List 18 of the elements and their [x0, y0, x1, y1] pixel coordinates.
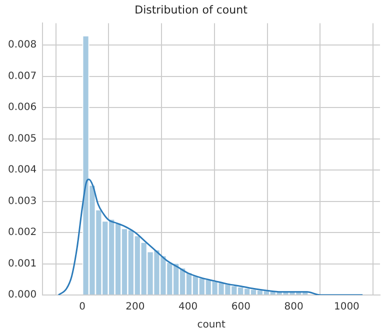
y-tick-label: 0.004	[8, 164, 37, 176]
y-tick-label: 0.006	[8, 102, 37, 114]
x-tick-label: 200	[126, 302, 145, 313]
y-tick-label: 0.005	[8, 133, 37, 144]
y-tick-label: 0.007	[8, 70, 37, 82]
x-tick-label: 600	[231, 302, 250, 313]
line-series	[58, 178, 364, 295]
x-tick-label: 1000	[334, 302, 360, 313]
y-tick-label: 0.003	[8, 196, 37, 207]
y-tick-label: 0.002	[8, 227, 37, 238]
y-tick-label: 0.001	[8, 258, 37, 270]
y-tick-label: 0.000	[8, 290, 37, 301]
y-tick-label: 0.008	[8, 40, 37, 51]
x-tick-label: 0	[79, 302, 86, 313]
x-tick-label: 800	[284, 302, 304, 313]
x-axis-title: count	[197, 320, 226, 331]
x-tick-label: 400	[178, 302, 198, 313]
chart-title: Distribution of count	[134, 3, 248, 16]
